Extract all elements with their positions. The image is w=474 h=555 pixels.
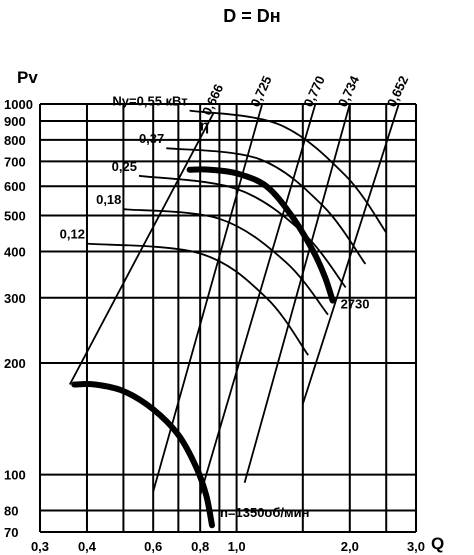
performance-curve — [186, 166, 336, 304]
power-label: 0,37 — [139, 131, 164, 146]
power-line — [138, 174, 347, 288]
efficiency-line — [69, 111, 215, 385]
x-tick-label: 1,0 — [228, 539, 246, 554]
power-line — [86, 242, 309, 356]
y-tick-label: 600 — [4, 179, 26, 194]
y-tick-label: 800 — [4, 133, 26, 148]
speed-label-2730: 2730 — [341, 296, 370, 311]
x-tick-label: 2,0 — [341, 539, 359, 554]
x-tick-label: 0,4 — [78, 539, 97, 554]
speed-label-1350: n=1350об/мин — [220, 505, 309, 520]
chart-title: D = Dн — [223, 6, 280, 26]
annotations: n=1350об/мин 2730 — [220, 296, 370, 520]
x-tick-label: 3,0 — [407, 539, 425, 554]
power-line — [123, 208, 329, 316]
efficiency-line — [301, 103, 400, 405]
y-tick-label: 700 — [4, 154, 26, 169]
power-label: 0,25 — [112, 159, 137, 174]
power-label: 0,18 — [96, 192, 121, 207]
efficiency-line — [199, 103, 317, 496]
y-tick-label: 80 — [4, 504, 18, 519]
y-tick-label: 300 — [4, 291, 26, 306]
y-tick-label: 1000 — [4, 97, 33, 112]
y-axis-label: Pv — [17, 68, 38, 87]
power-label: 0,12 — [60, 227, 85, 242]
power-line — [189, 109, 387, 234]
efficiency-line — [243, 103, 351, 484]
power-line — [166, 147, 367, 265]
x-tick-label: 0,3 — [31, 539, 49, 554]
grid-lines — [39, 103, 417, 533]
y-tick-label: 200 — [4, 356, 26, 371]
x-axis-label: Q — [431, 534, 444, 553]
tick-labels: 0,3 0,4 0,6 0,8 1,0 2,0 3,0 70 80 100 200 300 400 500… — [4, 97, 425, 554]
power-lines: 0,12 0,18 0,250,37 Nу=0,55 кВт — [60, 94, 387, 356]
y-tick-label: 500 — [4, 209, 26, 224]
eta-symbol: η — [200, 117, 209, 134]
y-tick-label: 70 — [4, 525, 18, 540]
y-tick-label: 100 — [4, 468, 26, 483]
x-tick-label: 0,8 — [191, 539, 209, 554]
x-tick-label: 0,6 — [144, 539, 162, 554]
y-tick-label: 400 — [4, 244, 26, 259]
power-label: Nу=0,55 кВт — [112, 94, 187, 109]
performance-curve — [71, 381, 215, 529]
y-tick-label: 900 — [4, 114, 26, 129]
performance-curves — [71, 166, 336, 529]
